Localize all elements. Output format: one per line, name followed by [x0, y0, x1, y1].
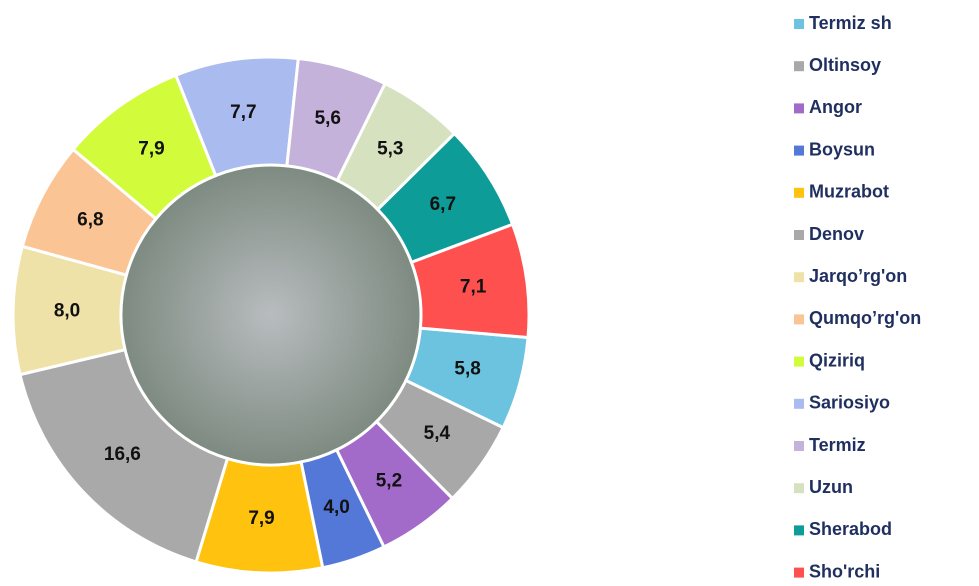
value-label: 5,2	[376, 470, 402, 491]
value-label: 7,9	[138, 139, 164, 160]
legend-marker	[794, 441, 804, 451]
value-label: 16,6	[104, 444, 141, 465]
legend-label: Qumqo’rg'on	[809, 308, 921, 328]
legend-label: Termiz	[809, 435, 866, 455]
legend-label: Jarqo’rg'on	[809, 266, 907, 286]
legend-marker	[794, 230, 804, 240]
value-label: 5,3	[377, 139, 403, 160]
value-label: 4,0	[323, 497, 349, 518]
legend-marker	[794, 356, 804, 367]
legend-marker	[794, 103, 804, 114]
legend-marker	[794, 567, 804, 578]
legend-marker	[794, 61, 804, 72]
legend-label: Sherabod	[809, 519, 892, 539]
legend: Termiz sh Oltinsoy Angor Boysun Muzrabot Deno…	[794, 13, 921, 581]
value-label: 8,0	[54, 300, 80, 321]
value-label: 7,7	[230, 102, 256, 123]
value-label: 6,7	[430, 194, 456, 215]
legend-marker	[794, 525, 804, 536]
legend-label: Denov	[809, 224, 864, 244]
legend-marker	[794, 398, 804, 409]
legend-marker	[794, 483, 804, 494]
value-label: 7,1	[460, 276, 487, 297]
legend-marker	[794, 145, 804, 156]
legend-marker	[794, 272, 804, 283]
legend-marker	[794, 187, 804, 198]
legend-label: Sariosiyo	[809, 393, 890, 413]
legend-label: Muzrabot	[809, 182, 889, 202]
legend-label: Qiziriq	[809, 350, 865, 370]
value-label: 5,6	[315, 108, 341, 129]
value-label: 6,8	[77, 209, 103, 230]
center-photo	[119, 163, 423, 467]
slice	[18, 347, 230, 564]
legend-label: Uzun	[809, 477, 853, 497]
legend-label: Boysun	[809, 139, 875, 159]
legend-label: Sho'rchi	[809, 561, 880, 581]
slices: 5,8 5,4 5,2 4,0 7,9 16,6 8,0 6,8 7,9 7,7 5,6 5,3 6,7…	[11, 55, 531, 575]
legend-label: Oltinsoy	[809, 55, 881, 75]
legend-marker	[794, 314, 804, 325]
legend-label: Termiz sh	[809, 13, 892, 33]
legend-label: Angor	[809, 97, 862, 117]
value-label: 5,8	[454, 358, 480, 379]
value-label: 5,4	[424, 423, 451, 444]
legend-marker	[794, 19, 804, 29]
slice	[409, 222, 531, 340]
value-label: 7,9	[248, 508, 274, 529]
